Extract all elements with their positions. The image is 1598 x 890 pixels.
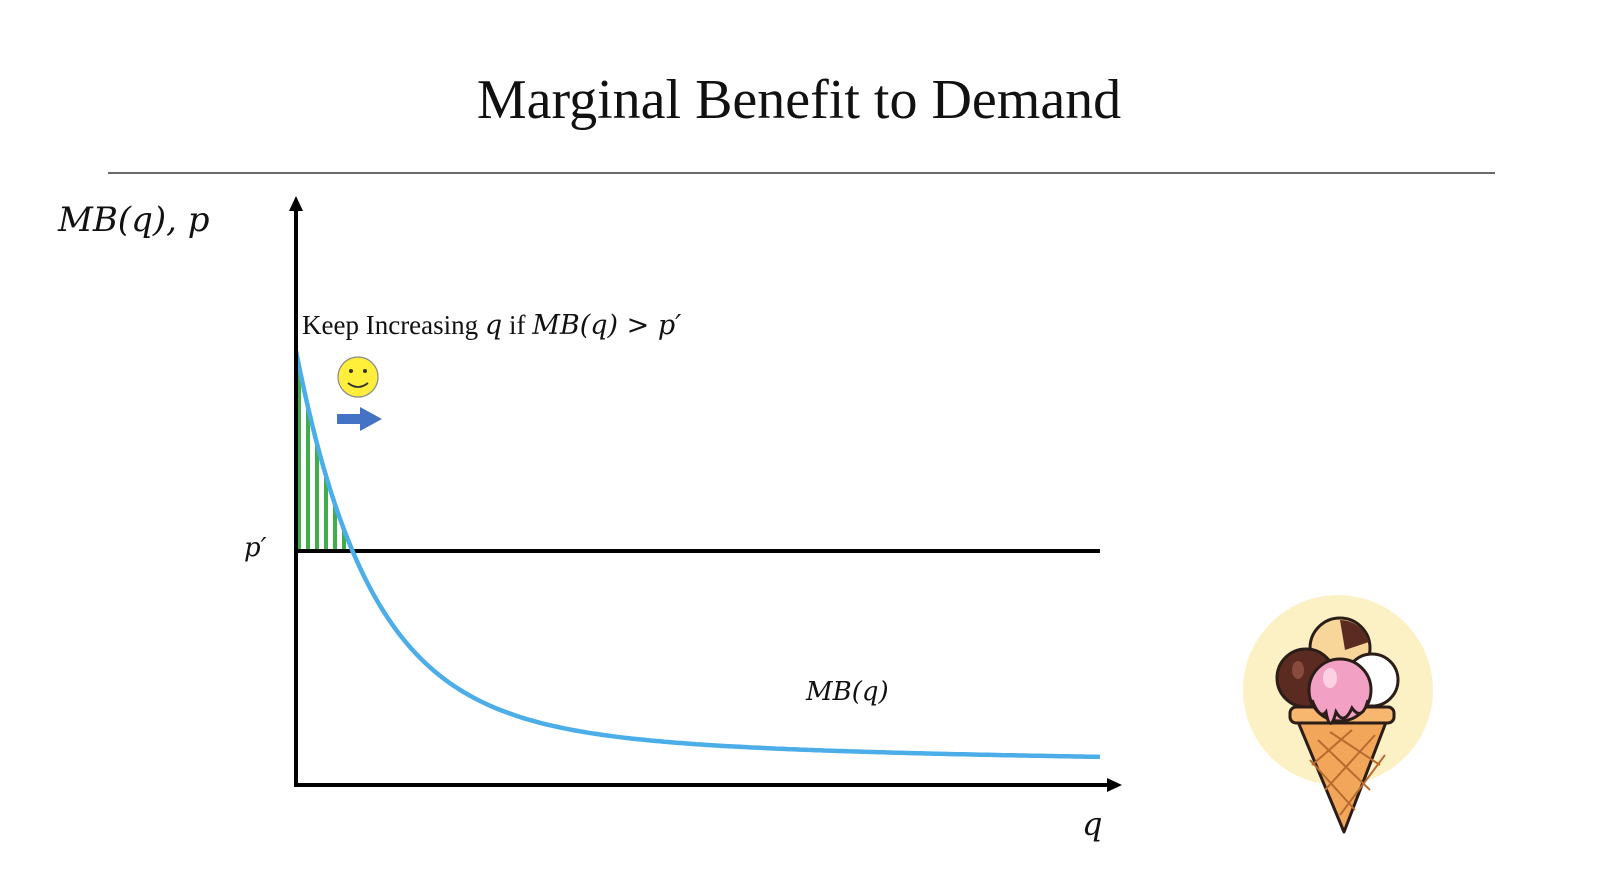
annotation-condition: MB(q) > p′ bbox=[532, 310, 682, 341]
surplus-bar bbox=[297, 366, 301, 551]
surplus-bars bbox=[297, 366, 346, 551]
mb-curve bbox=[293, 350, 1100, 760]
right-arrow-icon bbox=[337, 407, 382, 431]
x-axis-arrowhead bbox=[1107, 778, 1122, 792]
y-axis-label: MB(q), p bbox=[58, 200, 210, 240]
x-axis-label: q bbox=[1082, 805, 1103, 843]
annotation-var: q bbox=[484, 310, 503, 341]
surplus-bar bbox=[342, 529, 346, 551]
surplus-bar bbox=[324, 475, 328, 551]
smiley-icon bbox=[337, 356, 379, 398]
annotation-prefix: Keep Increasing bbox=[302, 310, 485, 340]
surplus-bar bbox=[315, 443, 319, 551]
ice-cream-cone-icon bbox=[1243, 595, 1433, 834]
y-axis-arrowhead bbox=[289, 196, 303, 211]
surplus-bar bbox=[333, 504, 337, 551]
price-label: p′ bbox=[244, 533, 267, 563]
annotation-mid: if bbox=[502, 310, 533, 340]
mb-curve-label: MB(q) bbox=[806, 677, 889, 707]
title-divider bbox=[108, 172, 1495, 174]
page-title: Marginal Benefit to Demand bbox=[476, 69, 1122, 131]
surplus-bar bbox=[306, 407, 310, 551]
annotation-text: Keep Increasing q if MB(q) > p′ bbox=[302, 310, 681, 341]
